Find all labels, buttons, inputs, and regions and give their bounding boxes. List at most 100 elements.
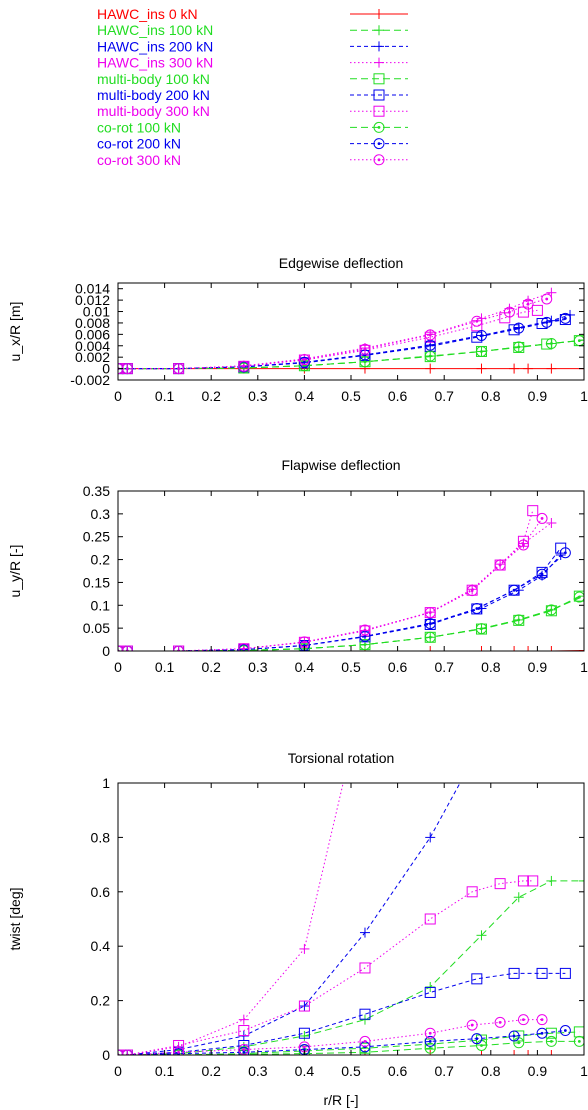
data-point bbox=[173, 1046, 185, 1055]
y-tick-label: 0.15 bbox=[83, 574, 110, 590]
data-point bbox=[527, 875, 539, 887]
x-tick-label: 0.3 bbox=[248, 388, 268, 404]
y-tick-label: 0.1 bbox=[91, 597, 111, 613]
data-point bbox=[509, 646, 520, 651]
data-point bbox=[545, 604, 557, 616]
data-point bbox=[536, 1027, 548, 1039]
data-point bbox=[425, 832, 436, 843]
legend-marker bbox=[373, 138, 385, 150]
data-point bbox=[424, 618, 436, 630]
legend-label: co-rot 200 kN bbox=[97, 136, 181, 152]
y-tick-label: 0 bbox=[102, 361, 110, 377]
x-tick-label: 0.2 bbox=[201, 659, 221, 675]
series-line bbox=[118, 317, 566, 370]
data-point bbox=[546, 646, 557, 651]
y-tick-label: 0.01 bbox=[83, 304, 110, 320]
data-point bbox=[298, 1027, 310, 1039]
x-tick-label: 0.7 bbox=[434, 1063, 454, 1079]
legend-entry: HAWC_ins 100 kN bbox=[97, 22, 408, 38]
series-line bbox=[118, 783, 344, 1055]
data-point bbox=[238, 643, 250, 651]
legend-marker bbox=[373, 73, 385, 85]
x-tick-label: 0.2 bbox=[201, 1063, 221, 1079]
y-tick-label: 0.008 bbox=[75, 315, 110, 331]
data-point bbox=[466, 585, 478, 597]
data-point bbox=[517, 875, 529, 887]
legend-label: HAWC_ins 100 kN bbox=[97, 22, 213, 38]
plot-area bbox=[118, 287, 584, 375]
data-point bbox=[238, 1046, 250, 1055]
data-point bbox=[579, 875, 584, 886]
chart-title: Flapwise deflection bbox=[281, 457, 400, 473]
data-point bbox=[546, 875, 557, 886]
data-point bbox=[494, 1016, 506, 1028]
data-point bbox=[513, 341, 525, 353]
y-tick-label: -0.002 bbox=[70, 372, 110, 388]
series-line bbox=[118, 340, 580, 370]
x-tick-label: 0.1 bbox=[155, 1063, 175, 1079]
x-tick-label: 0.8 bbox=[481, 1063, 501, 1079]
data-point bbox=[545, 1035, 557, 1047]
y-tick-label: 1 bbox=[102, 775, 110, 791]
data-point bbox=[471, 331, 483, 343]
x-axis-title: r/R [-] bbox=[324, 1092, 359, 1108]
data-point bbox=[359, 639, 371, 651]
legend-label: HAWC_ins 0 kN bbox=[97, 6, 198, 22]
x-tick-label: 0.5 bbox=[341, 1063, 361, 1079]
series-line bbox=[118, 880, 533, 1055]
data-point bbox=[424, 631, 436, 643]
data-point bbox=[527, 505, 539, 517]
data-point bbox=[573, 1035, 584, 1047]
data-point bbox=[424, 913, 436, 925]
data-point bbox=[238, 360, 250, 372]
legend-entry: co-rot 100 kN bbox=[97, 119, 408, 135]
data-point bbox=[425, 646, 436, 651]
data-point bbox=[299, 1030, 310, 1041]
plot-frame bbox=[117, 782, 585, 1056]
x-tick-label: 0.8 bbox=[481, 388, 501, 404]
x-tick-label: 1 bbox=[580, 1063, 588, 1079]
data-point bbox=[559, 967, 571, 979]
x-tick-label: 0.3 bbox=[248, 659, 268, 675]
data-point bbox=[359, 927, 370, 938]
legend-marker bbox=[374, 57, 384, 68]
x-tick-label: 0.4 bbox=[295, 659, 315, 675]
series bbox=[118, 550, 566, 651]
series-line bbox=[118, 554, 562, 651]
y-axis-title: twist [deg] bbox=[7, 887, 23, 950]
legend-label: multi-body 300 kN bbox=[97, 103, 210, 119]
x-tick-label: 0.8 bbox=[481, 659, 501, 675]
y-tick-label: 0.004 bbox=[75, 338, 110, 354]
data-point bbox=[536, 967, 548, 979]
series-line bbox=[118, 292, 552, 370]
legend-marker bbox=[374, 25, 384, 36]
y-tick-label: 0.002 bbox=[75, 349, 110, 365]
legend-label: co-rot 300 kN bbox=[97, 152, 181, 168]
data-point bbox=[475, 623, 487, 635]
y-tick-label: 0.006 bbox=[75, 326, 110, 342]
data-point bbox=[475, 329, 487, 341]
data-point bbox=[466, 1019, 478, 1031]
x-tick-label: 0.1 bbox=[155, 659, 175, 675]
x-tick-label: 0.4 bbox=[295, 1063, 315, 1079]
x-tick-label: 0.5 bbox=[341, 659, 361, 675]
data-point bbox=[494, 559, 506, 571]
data-point bbox=[238, 1025, 250, 1037]
data-point bbox=[424, 607, 436, 619]
x-tick-label: 0.9 bbox=[528, 1063, 548, 1079]
series-line bbox=[118, 595, 580, 651]
data-point bbox=[508, 1030, 520, 1042]
data-point bbox=[299, 943, 310, 954]
data-point bbox=[424, 1035, 436, 1047]
data-point bbox=[424, 986, 436, 998]
data-point bbox=[425, 1050, 436, 1055]
series bbox=[118, 1014, 548, 1055]
chart-panel: Edgewise deflection u_x/R [m] 0 0.1 0.2 0.3 0.… bbox=[7, 255, 588, 404]
data-point bbox=[476, 1050, 487, 1055]
data-point bbox=[471, 973, 483, 985]
data-point bbox=[559, 547, 571, 559]
y-tick-label: 0.014 bbox=[75, 281, 110, 297]
data-point bbox=[471, 1033, 483, 1045]
series bbox=[118, 335, 584, 374]
x-tick-label: 0.4 bbox=[295, 388, 315, 404]
